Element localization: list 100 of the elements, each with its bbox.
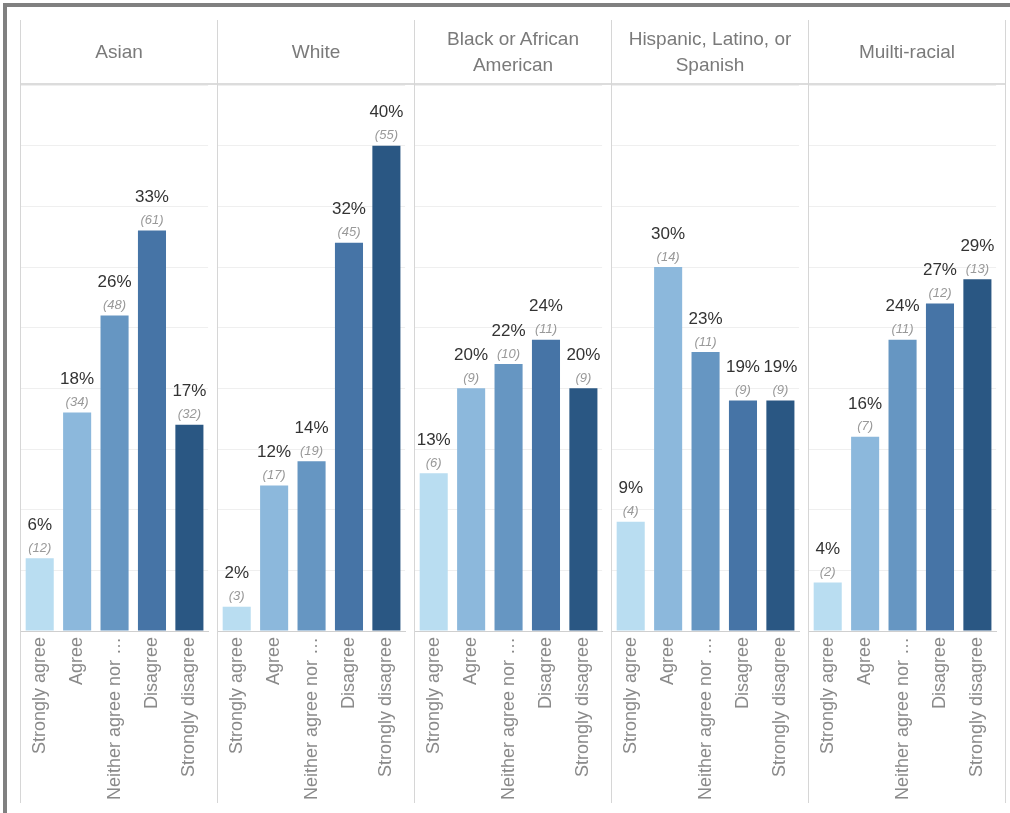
annotation: (11) — [534, 321, 558, 337]
x-tick-label: Disagree — [731, 637, 752, 710]
x-tick-label: Neither agree nor … — [103, 637, 124, 801]
x-tick-label: Strongly agree — [816, 637, 837, 755]
x-tick-label: Strongly agree — [619, 637, 640, 755]
data-label: 14% — [294, 417, 329, 437]
x-tick-label: Disagree — [534, 637, 555, 710]
bar — [175, 424, 204, 631]
annotation: (6) — [425, 454, 442, 470]
annotation: (4) — [622, 503, 639, 519]
annotation: (34) — [65, 394, 89, 410]
data-label: 26% — [97, 272, 132, 292]
data-label: 40% — [369, 102, 404, 122]
data-label: 4% — [815, 539, 840, 559]
bar — [25, 558, 54, 631]
annotation: (17) — [262, 467, 286, 483]
data-label: 12% — [257, 442, 292, 462]
chart-title: White — [218, 20, 414, 85]
x-tick-label: Disagree — [140, 637, 161, 710]
x-tick-label: Strongly disagree — [375, 637, 396, 778]
bar — [494, 364, 523, 631]
bar — [654, 267, 683, 631]
bar — [925, 303, 955, 631]
data-label: 9% — [618, 478, 643, 498]
bar — [297, 461, 326, 631]
data-label: 29% — [960, 235, 995, 255]
bar — [691, 351, 720, 631]
bar — [728, 400, 758, 631]
data-label: 19% — [763, 357, 798, 377]
annotation: (9) — [463, 369, 480, 385]
bar — [963, 279, 992, 631]
x-tick-label: Agree — [460, 637, 481, 686]
data-label: 16% — [848, 393, 883, 413]
annotation: (55) — [374, 127, 398, 143]
data-label: 2% — [224, 563, 249, 583]
x-tick-label: Agree — [657, 637, 678, 686]
bar — [419, 473, 448, 631]
annotation: (14) — [656, 248, 680, 264]
data-label: 24% — [528, 296, 563, 316]
data-label: 27% — [922, 260, 957, 280]
chart-title: Muilti-racial — [809, 20, 1005, 85]
bar — [616, 521, 645, 631]
bar — [888, 339, 917, 631]
data-label: 17% — [172, 381, 207, 401]
data-label: 6% — [27, 514, 52, 534]
data-label: 33% — [134, 187, 169, 207]
x-tick-label: Neither agree nor … — [300, 637, 321, 801]
data-label: 19% — [725, 357, 760, 377]
bar — [372, 145, 401, 631]
x-tick-label: Agree — [263, 637, 284, 686]
x-tick-label: Disagree — [337, 637, 358, 710]
annotation: (11) — [694, 333, 717, 349]
data-label: 20% — [566, 345, 601, 365]
annotation: (61) — [140, 212, 164, 228]
x-tick-label: Strongly disagree — [178, 637, 199, 778]
annotation: (48) — [102, 297, 127, 313]
chart-title: Hispanic, Latino, or Spanish — [612, 20, 808, 85]
bar — [457, 388, 486, 631]
x-tick-label: Strongly disagree — [966, 637, 987, 778]
annotation: (13) — [965, 260, 989, 276]
x-tick-label: Strongly agree — [225, 637, 246, 755]
data-label: 22% — [491, 320, 526, 340]
x-tick-label: Strongly agree — [422, 637, 443, 755]
bar — [63, 412, 92, 631]
annotation: (10) — [496, 345, 521, 361]
bar — [222, 606, 251, 631]
bar — [569, 388, 598, 631]
x-tick-label: Neither agree nor … — [891, 637, 912, 801]
x-tick-label: Agree — [854, 637, 875, 686]
annotation: (32) — [177, 406, 201, 422]
bar — [100, 315, 129, 631]
bar — [137, 230, 167, 631]
annotation: (9) — [575, 369, 592, 385]
x-tick-label: Neither agree nor … — [694, 637, 715, 801]
annotation: (12) — [928, 285, 952, 301]
bar — [531, 339, 561, 631]
x-tick-label: Agree — [66, 637, 87, 686]
annotation: (19) — [299, 442, 324, 458]
annotation: (11) — [891, 321, 914, 337]
bar — [334, 242, 364, 631]
x-tick-label: Neither agree nor … — [497, 637, 518, 801]
data-label: 32% — [331, 199, 366, 219]
annotation: (2) — [819, 564, 836, 580]
data-label: 30% — [651, 223, 686, 243]
data-label: 24% — [885, 296, 920, 316]
x-tick-label: Disagree — [928, 637, 949, 710]
x-tick-label: Strongly disagree — [572, 637, 593, 778]
data-label: 23% — [688, 308, 723, 328]
annotation: (45) — [337, 224, 361, 240]
annotation: (9) — [772, 382, 789, 398]
x-tick-label: Strongly disagree — [769, 637, 790, 778]
annotation: (3) — [228, 588, 245, 604]
bar — [813, 582, 842, 631]
annotation: (7) — [857, 418, 874, 434]
data-label: 18% — [60, 369, 95, 389]
annotation: (12) — [28, 539, 52, 555]
bar — [260, 485, 289, 631]
x-tick-label: Strongly agree — [28, 637, 49, 755]
chart-title: Black or African American — [415, 20, 611, 85]
data-label: 13% — [416, 429, 451, 449]
